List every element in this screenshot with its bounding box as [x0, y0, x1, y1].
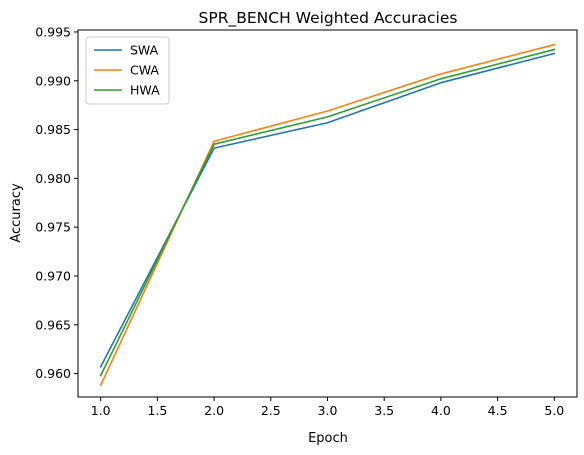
series-line-hwa: [99, 48, 556, 377]
x-tick-label: 2.0: [204, 403, 224, 418]
chart-title: SPR_BENCH Weighted Accuracies: [199, 9, 458, 28]
y-tick-label: 0.965: [35, 317, 71, 332]
x-tick-label: 2.5: [261, 403, 281, 418]
y-tick-label: 0.975: [35, 220, 71, 235]
x-tick-label: 1.0: [91, 403, 111, 418]
x-tick-label: 4.5: [488, 403, 508, 418]
x-tick-label: 3.5: [374, 403, 394, 418]
y-tick-label: 0.995: [35, 24, 71, 39]
y-tick-label: 0.980: [35, 171, 71, 186]
y-axis: 0.960 0.965 0.970 0.975 0.980 0.985 0.990 0.995: [35, 24, 78, 381]
x-tick-label: 3.0: [318, 403, 338, 418]
plot-area: [99, 43, 556, 387]
legend-label-cwa: CWA: [130, 63, 159, 78]
legend-box: [85, 36, 170, 105]
legend-label-swa: SWA: [130, 43, 159, 58]
legend-label-hwa: HWA: [130, 83, 160, 98]
y-axis-label: Accuracy: [9, 183, 24, 243]
x-axis-label: Epoch: [308, 431, 348, 446]
y-tick-label: 0.985: [35, 122, 71, 137]
y-tick-label: 0.990: [35, 73, 71, 88]
x-tick-label: 1.5: [147, 403, 167, 418]
x-tick-label: 4.0: [431, 403, 451, 418]
y-tick-label: 0.960: [35, 366, 71, 381]
x-axis: 1.0 1.5 2.0 2.5 3.0 3.5 4.0 4.5 5.0: [91, 397, 564, 418]
y-tick-label: 0.970: [35, 268, 71, 283]
legend: SWA CWA HWA: [85, 36, 170, 105]
x-tick-label: 5.0: [544, 403, 564, 418]
